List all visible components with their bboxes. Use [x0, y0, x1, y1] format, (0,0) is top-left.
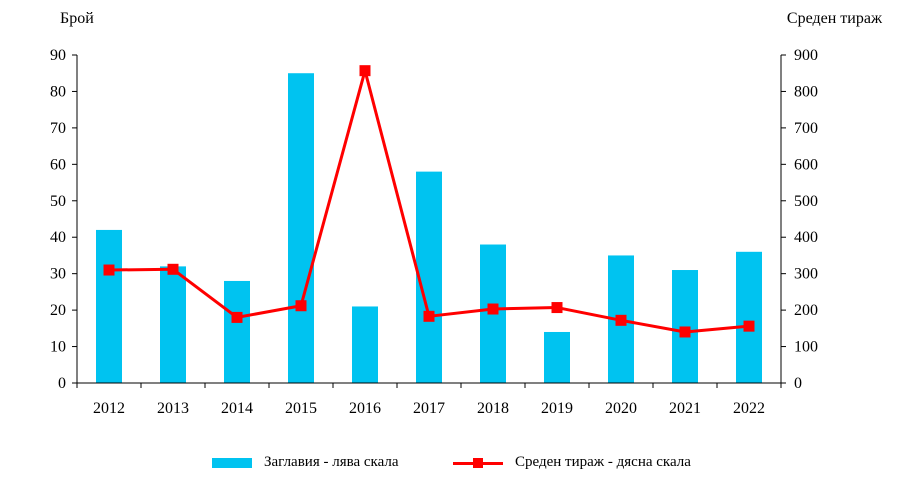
y-tick-label-left: 30 — [50, 266, 66, 283]
line-point — [743, 320, 755, 332]
line-point — [615, 314, 627, 326]
left-axis-title: Брой — [60, 10, 94, 27]
x-tick-label: 2012 — [93, 400, 125, 417]
y-tick-label-right: 0 — [794, 375, 802, 392]
x-tick-label: 2016 — [349, 400, 381, 417]
y-tick-label-left: 40 — [50, 229, 66, 246]
bar — [96, 229, 122, 383]
line-point — [679, 326, 691, 338]
legend: Заглавия - лява скала Среден тираж - дяс… — [0, 454, 900, 474]
legend-item-bars: Заглавия - лява скала — [212, 454, 399, 471]
y-tick-label-left: 20 — [50, 302, 66, 319]
y-tick-label-right: 200 — [794, 302, 818, 319]
line-point — [487, 303, 499, 315]
y-tick-label-left: 60 — [50, 156, 66, 173]
x-tick-label: 2014 — [221, 400, 253, 417]
line-point — [359, 65, 371, 77]
legend-swatch-line — [453, 456, 503, 470]
x-tick-label: 2015 — [285, 400, 317, 417]
line-point — [167, 263, 179, 275]
y-tick-label-left: 10 — [50, 339, 66, 356]
y-tick-label-right: 700 — [794, 120, 818, 137]
x-tick-label: 2013 — [157, 400, 189, 417]
y-tick-label-right: 600 — [794, 156, 818, 173]
x-tick-label: 2020 — [605, 400, 637, 417]
legend-label-line: Среден тираж - дясна скала — [515, 454, 691, 470]
bar — [160, 266, 186, 383]
y-tick-label-right: 500 — [794, 193, 818, 210]
y-tick-label-right: 300 — [794, 266, 818, 283]
y-tick-label-left: 70 — [50, 120, 66, 137]
line-point — [423, 310, 435, 322]
bar — [352, 306, 378, 383]
bar — [224, 280, 250, 383]
line-point — [103, 264, 115, 276]
legend-label-bars: Заглавия - лява скала — [264, 454, 399, 470]
y-tick-label-right: 400 — [794, 229, 818, 246]
line-point — [295, 300, 307, 312]
y-tick-label-right: 800 — [794, 83, 818, 100]
line-point — [231, 311, 243, 323]
x-tick-label: 2019 — [541, 400, 573, 417]
y-tick-label-left: 80 — [50, 83, 66, 100]
y-tick-label-left: 50 — [50, 193, 66, 210]
chart-plot: 0102030405060708090010020030040050060070… — [50, 47, 818, 417]
right-axis-title: Среден тираж — [786, 10, 882, 27]
bar — [736, 251, 762, 383]
bar — [288, 73, 314, 383]
y-tick-label-right: 100 — [794, 339, 818, 356]
y-tick-label-left: 90 — [50, 47, 66, 64]
x-tick-label: 2017 — [413, 400, 445, 417]
bar — [544, 331, 570, 383]
x-tick-label: 2021 — [669, 400, 701, 417]
x-tick-label: 2018 — [477, 400, 509, 417]
x-tick-label: 2022 — [733, 400, 765, 417]
legend-line-marker — [473, 457, 483, 468]
legend-item-line: Среден тираж - дясна скала — [453, 454, 691, 471]
y-tick-label-right: 900 — [794, 47, 818, 64]
line-point — [551, 302, 563, 314]
legend-swatch-bars — [212, 457, 252, 468]
y-tick-label-left: 0 — [58, 375, 66, 392]
